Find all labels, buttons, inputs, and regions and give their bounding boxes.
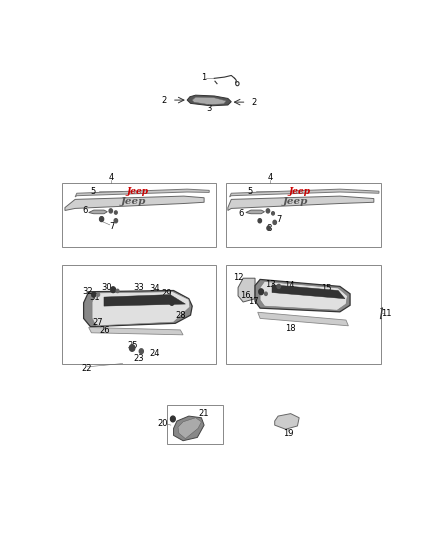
Text: 31: 31 [89, 293, 100, 302]
Text: 23: 23 [134, 354, 144, 363]
Text: Jeep: Jeep [120, 197, 145, 206]
Circle shape [273, 220, 276, 224]
Polygon shape [255, 279, 350, 312]
Circle shape [170, 416, 175, 422]
Text: 18: 18 [285, 324, 296, 333]
Circle shape [97, 293, 99, 296]
Polygon shape [173, 416, 204, 441]
Text: 5: 5 [247, 187, 253, 196]
Text: 21: 21 [198, 409, 208, 418]
Polygon shape [88, 327, 183, 335]
Text: 34: 34 [149, 285, 160, 293]
Text: Jeep: Jeep [288, 187, 310, 196]
Text: Jeep: Jeep [283, 197, 308, 206]
Circle shape [139, 349, 143, 354]
Polygon shape [258, 312, 348, 326]
Text: 27: 27 [93, 318, 103, 327]
Text: 30: 30 [102, 283, 112, 292]
Polygon shape [178, 418, 201, 439]
Circle shape [114, 219, 117, 223]
Polygon shape [230, 189, 379, 197]
Text: Jeep: Jeep [127, 187, 149, 196]
Text: 12: 12 [233, 273, 244, 282]
Text: 26: 26 [100, 326, 110, 335]
Text: 29: 29 [162, 289, 172, 298]
Circle shape [92, 292, 96, 297]
Polygon shape [88, 210, 107, 214]
Polygon shape [187, 95, 231, 106]
Text: 17: 17 [248, 297, 259, 306]
Circle shape [114, 211, 117, 214]
Circle shape [109, 209, 113, 213]
Circle shape [259, 289, 264, 295]
Text: 2: 2 [252, 98, 257, 107]
Polygon shape [228, 196, 374, 211]
Text: 6: 6 [83, 206, 88, 215]
Text: 7: 7 [276, 215, 282, 224]
Text: 1: 1 [201, 72, 206, 82]
Circle shape [258, 219, 261, 223]
Text: 28: 28 [175, 311, 186, 320]
Polygon shape [84, 290, 192, 327]
Text: 19: 19 [283, 429, 293, 438]
Text: 14: 14 [284, 281, 294, 290]
Text: 25: 25 [127, 341, 138, 350]
Text: 3: 3 [206, 104, 212, 113]
FancyBboxPatch shape [226, 183, 381, 247]
Polygon shape [192, 97, 226, 104]
Circle shape [265, 292, 267, 295]
Circle shape [116, 289, 119, 293]
Text: 15: 15 [321, 284, 332, 293]
Circle shape [272, 212, 274, 215]
FancyBboxPatch shape [61, 265, 216, 364]
FancyBboxPatch shape [226, 265, 381, 364]
Text: 5: 5 [90, 187, 95, 196]
Text: 32: 32 [83, 287, 93, 296]
FancyBboxPatch shape [61, 183, 216, 247]
Polygon shape [246, 210, 265, 214]
Polygon shape [275, 414, 299, 429]
Circle shape [266, 209, 270, 213]
Circle shape [267, 226, 270, 230]
Polygon shape [260, 281, 347, 310]
Text: 33: 33 [134, 283, 144, 292]
Polygon shape [65, 196, 204, 211]
Polygon shape [75, 189, 209, 197]
Text: 16: 16 [240, 292, 251, 300]
Polygon shape [238, 278, 255, 302]
Circle shape [170, 301, 174, 305]
Polygon shape [272, 285, 345, 298]
Circle shape [111, 287, 116, 293]
Text: 4: 4 [108, 173, 113, 182]
Text: 8: 8 [266, 224, 271, 232]
Text: 22: 22 [82, 364, 92, 373]
Polygon shape [104, 295, 185, 306]
Text: 7: 7 [109, 222, 114, 231]
Text: 20: 20 [157, 418, 168, 427]
Text: 6: 6 [239, 209, 244, 218]
Text: 4: 4 [268, 173, 273, 182]
Text: 11: 11 [381, 309, 391, 318]
Text: 24: 24 [150, 349, 160, 358]
Polygon shape [92, 292, 190, 326]
Text: 13: 13 [265, 280, 276, 289]
FancyBboxPatch shape [167, 405, 223, 443]
Circle shape [277, 284, 280, 288]
Circle shape [130, 345, 135, 351]
Circle shape [99, 216, 104, 222]
Text: 2: 2 [162, 95, 167, 104]
